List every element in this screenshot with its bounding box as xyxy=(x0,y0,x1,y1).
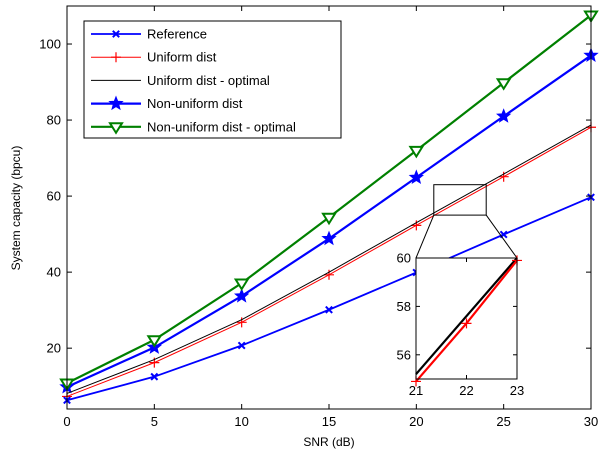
legend-label: Non-uniform dist - optimal xyxy=(147,119,296,134)
inset-x-tick-label: 22 xyxy=(459,383,473,398)
legend-entry-non-uniform-dist: Non-uniform dist xyxy=(91,95,243,111)
zoom-region-box xyxy=(433,184,487,216)
x-tick-label: 25 xyxy=(496,414,510,429)
data-point-uniform-dist xyxy=(324,269,334,280)
inset-x-tick-label: 23 xyxy=(510,383,524,398)
legend-box xyxy=(83,20,342,139)
data-point-non-uniform-dist xyxy=(321,230,337,246)
inset-axes: 21 22 23 56 58 60 xyxy=(397,251,525,399)
data-point-non-uniform-dist xyxy=(496,108,512,123)
data-point-non-uniform-dist-optimal xyxy=(495,78,512,91)
inset-series-line-uniform-dist-optimal xyxy=(415,257,518,375)
x-tick-label: 30 xyxy=(584,414,598,429)
zoom-connector-layer xyxy=(415,184,518,259)
main-series-layer xyxy=(59,10,599,405)
legend-label: Uniform dist - optimal xyxy=(147,73,270,88)
x-tick-label: 20 xyxy=(409,414,423,429)
y-tick-label: 60 xyxy=(47,189,61,204)
inset-y-tick-label: 56 xyxy=(397,347,411,362)
y-tick-label: 100 xyxy=(39,37,61,52)
inset-zoom: 21 22 23 56 58 60 xyxy=(397,251,525,399)
data-point-non-uniform-dist-optimal xyxy=(321,212,337,226)
inset-y-tick-label: 58 xyxy=(397,299,411,314)
inset-data-point-uniform-dist xyxy=(461,318,472,329)
data-point-non-uniform-dist xyxy=(408,169,424,184)
inset-y-tick-label: 60 xyxy=(397,251,411,266)
data-point-uniform-dist xyxy=(236,317,247,328)
y-tick-label: 20 xyxy=(47,341,61,356)
legend-entry-uniform-dist: Uniform dist xyxy=(91,50,217,65)
legend-label: Reference xyxy=(147,27,207,42)
y-tick-label: 80 xyxy=(47,113,61,128)
legend-entry-reference: Reference xyxy=(91,27,207,42)
data-point-uniform-dist xyxy=(498,171,509,182)
series-uniform-dist-optimal xyxy=(66,124,592,394)
data-point-non-uniform-dist-optimal xyxy=(146,335,163,348)
data-point-reference xyxy=(237,341,246,350)
series-line-uniform-dist-optimal xyxy=(66,124,592,394)
y-axis-title: System capacity (bpcu) xyxy=(9,146,23,271)
legend-marker xyxy=(108,95,124,111)
legend-marker xyxy=(111,52,121,63)
data-point-non-uniform-dist xyxy=(234,288,250,303)
legend-label: Non-uniform dist xyxy=(147,96,243,111)
data-point-non-uniform-dist-optimal xyxy=(408,145,425,159)
zoom-connector-left xyxy=(415,214,435,259)
x-tick-label: 10 xyxy=(234,414,248,429)
data-point-uniform-dist xyxy=(411,220,422,231)
x-tick-label: 5 xyxy=(151,414,158,429)
legend-entry-non-uniform-dist-optimal: Non-uniform dist - optimal xyxy=(91,119,296,135)
y-tick-label: 40 xyxy=(47,265,61,280)
legend-entry-uniform-dist-optimal: Uniform dist - optimal xyxy=(91,73,270,88)
main-axes: 0 5 10 15 20 25 30 20 40 60 80 100 xyxy=(39,6,598,429)
legend-marker xyxy=(112,30,120,38)
legend-label: Uniform dist xyxy=(147,50,217,65)
legend: Reference Uniform dist Uniform dist - opti… xyxy=(83,20,342,139)
data-point-reference xyxy=(150,372,159,381)
x-tick-label: 15 xyxy=(322,414,336,429)
series-non-uniform-dist-optimal xyxy=(59,10,599,392)
x-axis-title: SNR (dB) xyxy=(303,435,354,449)
inset-x-tick-label: 21 xyxy=(409,383,423,398)
zoom-connector-right xyxy=(485,214,518,259)
legend-marker xyxy=(108,122,124,135)
data-point-non-uniform-dist-optimal xyxy=(233,278,250,292)
data-point-reference xyxy=(325,305,333,314)
inset-series-uniform-dist-optimal xyxy=(415,257,518,375)
x-tick-label: 0 xyxy=(63,414,70,429)
